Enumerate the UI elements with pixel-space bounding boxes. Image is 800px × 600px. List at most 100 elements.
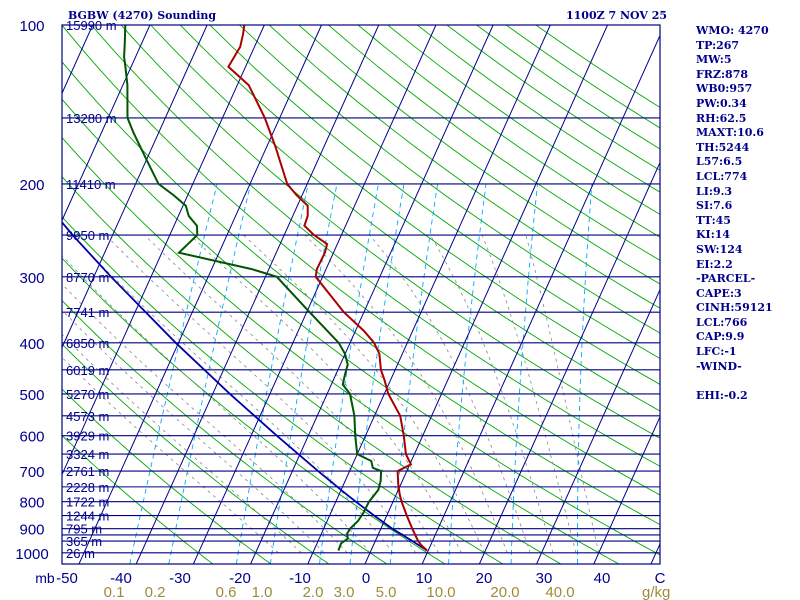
isotherm (78, 25, 322, 564)
dry-adiabat (62, 388, 272, 564)
height-label: 9950 m (66, 228, 109, 243)
stat-line: L57:6.5 (696, 155, 743, 169)
mixing-ratio-label: 1.0 (252, 584, 273, 600)
dry-adiabat (120, 25, 660, 439)
temperature-tick-label: -40 (110, 570, 132, 587)
mixing-ratio-line (168, 183, 252, 564)
pressure-tick-label: 1000 (15, 546, 48, 563)
stat-line: LCL:766 (696, 315, 748, 329)
plot-area (0, 25, 660, 564)
temperature-tick-label: 20 (476, 570, 493, 587)
moist-adiabat (62, 333, 302, 554)
mixing-ratio-label: 0.1 (104, 584, 125, 600)
stat-line: MW:5 (696, 53, 732, 67)
temperature-tick-label: -20 (229, 570, 251, 587)
height-label: 365 m (66, 534, 102, 549)
dry-adiabat (239, 25, 660, 334)
temperature-tick-label: -30 (169, 570, 191, 587)
isotherm (250, 25, 494, 564)
dry-adiabat (62, 434, 214, 564)
mixing-ratio-line (448, 183, 487, 564)
stat-line: KI:14 (696, 228, 731, 242)
mixing-ratio-line (349, 183, 405, 564)
dry-adiabat (209, 25, 660, 359)
moist-adiabat (62, 309, 325, 554)
isotherm (478, 161, 660, 564)
stat-line: RH:62.5 (696, 111, 747, 125)
moist-adiabat (105, 234, 417, 554)
mixing-ratio-label: 5.0 (376, 584, 397, 600)
stat-line: FRZ:878 (696, 67, 749, 81)
height-label: 3324 m (66, 447, 109, 462)
moist-adiabat (369, 234, 531, 553)
height-label: 7741 m (66, 305, 109, 320)
moist-adiabat (144, 234, 439, 553)
height-label: 5270 m (66, 387, 109, 402)
height-label: 6019 m (66, 363, 109, 378)
isotherm (0, 25, 36, 564)
pressure-tick-label: 600 (19, 429, 44, 446)
height-label: 6850 m (66, 336, 109, 351)
dry-adiabat (62, 343, 330, 564)
stat-line: MAXT:10.6 (696, 126, 764, 140)
moist-adiabat (189, 234, 462, 553)
chart-frame (61, 24, 661, 565)
height-label: 2761 m (66, 464, 109, 479)
mixing-ratio-label: 3.0 (334, 584, 355, 600)
stat-line: PW:0.34 (696, 96, 747, 110)
mixing-ratio-label: 0.6 (216, 584, 237, 600)
dry-adiabat (328, 25, 660, 261)
pressure-unit-label: mb (35, 570, 55, 586)
height-label: 26 m (66, 546, 95, 561)
height-label: 11410 m (66, 177, 116, 192)
dry-adiabat (91, 25, 660, 467)
isotherm (62, 25, 208, 349)
observation-time: 1100Z 7 NOV 25 (566, 9, 668, 22)
mixing-ratio-line (129, 183, 218, 564)
temperature-tick-label: 40 (594, 570, 611, 587)
dry-adiabat (298, 25, 660, 285)
mixing-ratio-unit-label: g/kg (642, 584, 670, 600)
dry-adiabat (62, 176, 562, 564)
pressure-tick-label: 500 (19, 387, 44, 404)
isotherm (364, 25, 608, 564)
temperature-tick-label: -50 (56, 570, 78, 587)
moist-adiabat (429, 234, 554, 553)
isotherm (135, 25, 380, 564)
stat-line: LI:9.3 (696, 184, 733, 198)
stat-line: SI:7.6 (696, 199, 733, 213)
height-label: 1722 m (66, 495, 109, 510)
stat-line: LCL:774 (696, 169, 748, 183)
mixing-ratio-line (577, 183, 593, 564)
chart-title: BGBW (4270) Sounding (68, 9, 217, 22)
temperature-profile-line (227, 25, 428, 552)
dry-adiabat (62, 61, 660, 526)
stat-line: -PARCEL- (696, 272, 756, 286)
moist-adiabat (62, 283, 348, 554)
temperature-tick-label: C (655, 570, 666, 587)
stat-line: CAP:9.9 (696, 330, 745, 344)
mixing-ratio-line (389, 183, 439, 564)
mixing-ratio-label: 40.0 (545, 584, 574, 600)
height-label: 8770 m (66, 270, 109, 285)
height-label: 3929 m (66, 429, 109, 444)
pressure-tick-label: 700 (19, 464, 44, 481)
isotherm (192, 25, 437, 564)
moist-adiabat (243, 234, 485, 553)
temperature-tick-label: 30 (536, 570, 553, 587)
isotherm (421, 34, 660, 564)
stats-panel: WMO: 4270 TP:267 MW:5 FRZ:878 WB0:957 PW:0.34… (696, 24, 796, 403)
mixing-ratio-label: 20.0 (490, 584, 519, 600)
stat-line: CINH:59121 (696, 301, 773, 315)
isotherm (62, 25, 151, 222)
height-label: 1244 m (66, 509, 109, 524)
stat-line: TT:45 (696, 213, 731, 227)
stat-line: -WIND- (696, 359, 742, 373)
pressure-tick-label: 400 (19, 336, 44, 353)
isotherm (536, 288, 660, 564)
isotherm (62, 25, 265, 476)
mixing-ratio-line (235, 183, 309, 564)
mixing-ratio-label: 2.0 (303, 584, 324, 600)
dry-adiabat (62, 25, 660, 496)
